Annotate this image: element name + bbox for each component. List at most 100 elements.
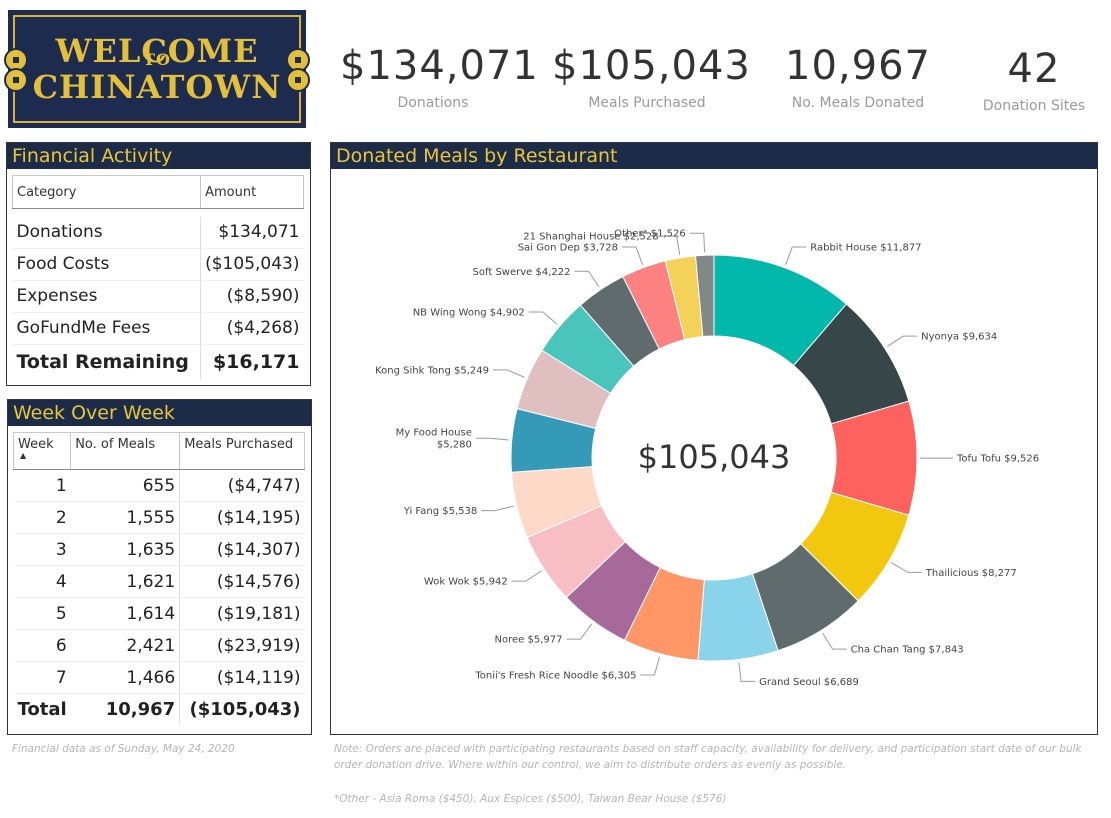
total-row: Total 10,967 ($105,043) bbox=[13, 693, 305, 724]
purchased-cell: ($19,181) bbox=[179, 597, 305, 630]
amount-cell: ($4,268) bbox=[200, 312, 304, 345]
slice-data-label: Wok Wok $5,942 bbox=[424, 577, 508, 588]
panel-title: Week Over Week bbox=[8, 400, 311, 426]
weekly-table: Week ▲ No. of Meals Meals Purchased 1 65… bbox=[12, 432, 305, 724]
week-cell: 3 bbox=[13, 533, 71, 566]
leader-line bbox=[886, 335, 918, 347]
amount-cell: $134,071 bbox=[200, 216, 304, 249]
category-cell: GoFundMe Fees bbox=[12, 312, 201, 345]
column-header-meals-purchased[interactable]: Meals Purchased bbox=[179, 432, 305, 470]
logo-line-2: TO bbox=[143, 50, 171, 69]
slice-data-label: Other* $1,526 bbox=[614, 229, 686, 240]
total-week-cell: Total bbox=[13, 693, 71, 724]
leader-line bbox=[481, 505, 514, 512]
amount-cell: ($8,590) bbox=[200, 280, 304, 313]
meals-cell: 1,555 bbox=[70, 501, 180, 534]
leader-line bbox=[662, 235, 681, 255]
purchased-cell: ($14,195) bbox=[179, 501, 305, 534]
total-meals-cell: 10,967 bbox=[70, 693, 180, 724]
table-row: 4 1,621 ($14,576) bbox=[13, 565, 305, 598]
slice-data-label: Grand Seoul $6,689 bbox=[759, 677, 859, 688]
column-header-week[interactable]: Week ▲ bbox=[12, 432, 72, 470]
slice-data-label: NB Wing Wong $4,902 bbox=[413, 307, 525, 318]
slice-data-label: Rabbit House $11,877 bbox=[810, 243, 921, 254]
logo-line-3: CHINATOWN bbox=[32, 68, 282, 106]
leader-line bbox=[689, 232, 706, 253]
logo-line-1: WELCOME bbox=[55, 32, 259, 70]
kpi-label: Donation Sites bbox=[982, 98, 1086, 114]
slice-data-label: My Food House $5,280 bbox=[396, 427, 472, 450]
panel-title: Donated Meals by Restaurant bbox=[331, 143, 1097, 169]
total-purchased-cell: ($105,043) bbox=[179, 693, 305, 724]
column-header-no-of-meals[interactable]: No. of Meals bbox=[70, 432, 181, 470]
leader-line bbox=[785, 246, 807, 266]
kpi-label: Donations bbox=[397, 95, 469, 111]
kpi-label: Meals Purchased bbox=[588, 95, 706, 111]
category-cell: Expenses bbox=[12, 280, 201, 313]
kpi-donation-sites: 42 Donation Sites bbox=[974, 41, 1094, 115]
slice-data-label: Cha Chan Tang $7,843 bbox=[851, 645, 964, 656]
column-header-amount[interactable]: Amount bbox=[200, 175, 304, 209]
leader-line bbox=[640, 656, 660, 676]
week-cell: 1 bbox=[13, 469, 71, 502]
week-cell: 6 bbox=[13, 629, 71, 662]
purchased-cell: ($23,919) bbox=[179, 629, 305, 662]
column-header-category[interactable]: Category bbox=[11, 175, 202, 209]
slice-data-label: Noree $5,977 bbox=[495, 635, 563, 646]
category-cell: Donations bbox=[12, 216, 201, 249]
total-row: Total Remaining $16,171 bbox=[12, 343, 304, 379]
kpi-donations: $134,071 Donations bbox=[340, 38, 538, 112]
leader-line bbox=[738, 662, 756, 682]
sort-ascending-icon: ▲ bbox=[20, 451, 27, 460]
table-row: 1 655 ($4,747) bbox=[13, 469, 305, 502]
slice-data-label: Kong Sihk Tong $5,249 bbox=[375, 365, 489, 376]
meals-cell: 1,614 bbox=[70, 597, 180, 630]
meals-cell: 2,421 bbox=[70, 629, 180, 662]
slice-data-label: Yi Fang $5,538 bbox=[403, 506, 478, 517]
purchased-cell: ($14,307) bbox=[179, 533, 305, 566]
kpi-meals-donated: 10,967 No. Meals Donated bbox=[776, 38, 940, 112]
slice-data-label: Thailicious $8,277 bbox=[925, 568, 1017, 579]
total-category-cell: Total Remaining bbox=[12, 343, 201, 379]
slice-data-label: Tonii's Fresh Rice Noodle $6,305 bbox=[474, 670, 636, 681]
table-row: 3 1,635 ($14,307) bbox=[13, 533, 305, 566]
week-cell: 7 bbox=[13, 661, 71, 694]
panel-title: Financial Activity bbox=[7, 143, 310, 169]
meals-cell: 1,466 bbox=[70, 661, 180, 694]
table-row: 6 2,421 ($23,919) bbox=[13, 629, 305, 662]
table-row: Food Costs ($105,043) bbox=[12, 248, 304, 281]
leader-line bbox=[475, 437, 509, 441]
table-row: 5 1,614 ($19,181) bbox=[13, 597, 305, 630]
donut-slice[interactable] bbox=[694, 254, 715, 338]
donut-center-total: $105,043 bbox=[638, 438, 791, 476]
leader-line bbox=[574, 270, 600, 288]
financial-date-footnote: Financial data as of Sunday, May 24, 202… bbox=[12, 743, 235, 755]
table-row: Donations $134,071 bbox=[12, 216, 304, 249]
donated-meals-panel: Donated Meals by Restaurant Rabbit House… bbox=[330, 142, 1098, 735]
orders-note: Note: Orders are placed with participati… bbox=[334, 743, 1082, 771]
financial-table: Category Amount Donations $134,071 Food … bbox=[11, 175, 304, 379]
table-row: 7 1,466 ($14,119) bbox=[13, 661, 305, 694]
table-row: GoFundMe Fees ($4,268) bbox=[12, 312, 304, 345]
slice-data-label: 21 Shanghai House $2,528 bbox=[523, 232, 658, 243]
category-cell: Food Costs bbox=[12, 248, 201, 281]
amount-cell: ($105,043) bbox=[200, 248, 304, 281]
donut-chart: Rabbit House $11,877 Nyonya $9,634 Tofu To… bbox=[375, 229, 1039, 688]
purchased-cell: ($14,119) bbox=[179, 661, 305, 694]
leader-line bbox=[891, 562, 922, 573]
table-row: Expenses ($8,590) bbox=[12, 280, 304, 313]
purchased-cell: ($14,576) bbox=[179, 565, 305, 598]
week-cell: 4 bbox=[13, 565, 71, 598]
kpi-meals-purchased: $105,043 Meals Purchased bbox=[552, 38, 751, 112]
leader-line bbox=[822, 632, 847, 650]
slice-data-label: Tofu Tofu $9,526 bbox=[956, 454, 1039, 465]
week-cell: 2 bbox=[13, 501, 71, 534]
financial-activity-panel: Financial Activity Category Amount Donat… bbox=[6, 142, 311, 386]
column-header-label: Week bbox=[18, 437, 54, 452]
leader-line bbox=[511, 570, 542, 582]
kpi-label: No. Meals Donated bbox=[791, 95, 925, 111]
kpi-value: $105,043 bbox=[552, 43, 751, 89]
kpi-value: 42 bbox=[1007, 46, 1061, 92]
kpi-value: 10,967 bbox=[785, 43, 931, 89]
other-footnote: *Other - Asia Roma ($450), Aux Espices (… bbox=[334, 793, 727, 805]
